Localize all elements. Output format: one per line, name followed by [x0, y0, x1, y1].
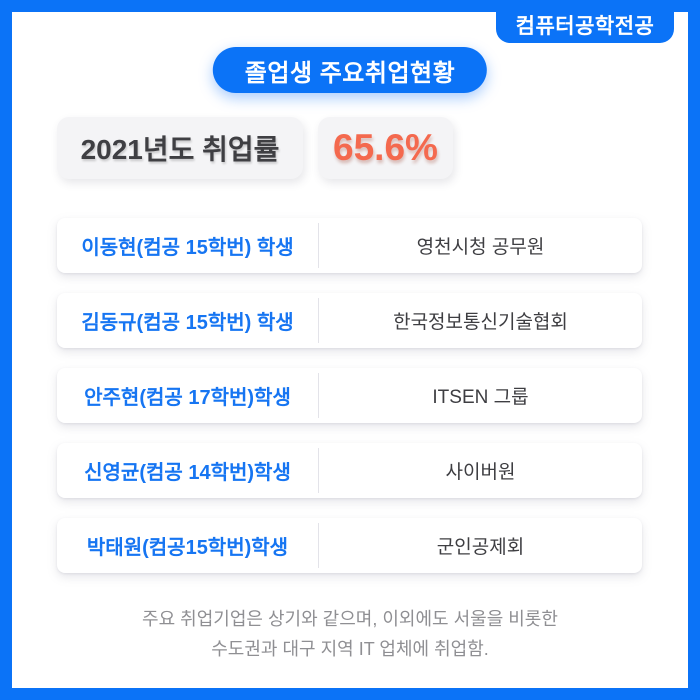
department-badge: 컴퓨터공학전공	[496, 0, 674, 43]
employer-name: 군인공제회	[436, 537, 525, 558]
table-row: 안주현(컴공 17학번)학생 ITSEN 그룹	[57, 368, 642, 423]
row-divider	[318, 448, 319, 493]
table-row: 김동규(컴공 15학번) 학생 한국정보통신기술협회	[57, 293, 642, 348]
row-divider	[318, 223, 319, 268]
row-divider	[318, 298, 319, 343]
row-divider	[318, 373, 319, 418]
employer-name: 사이버원	[445, 462, 516, 483]
row-divider	[318, 523, 319, 568]
page-title-pill: 졸업생 주요취업현황	[212, 47, 488, 93]
employer-name: 한국정보통신기술협회	[393, 312, 568, 333]
student-name: 이동현(컴공 15학번) 학생	[81, 237, 294, 259]
student-name: 박태원(컴공15학번)학생	[86, 537, 289, 559]
footer-note-line2: 수도권과 대구 지역 IT 업체에 취업함.	[211, 639, 489, 659]
employment-rate-value: 65.6%	[333, 127, 438, 168]
department-badge-label: 컴퓨터공학전공	[515, 14, 655, 38]
page-title: 졸업생 주요취업현황	[244, 59, 456, 87]
employment-rate-label: 2021년도 취업률	[80, 134, 280, 165]
employment-rate-value-box: 65.6%	[318, 117, 453, 179]
student-name: 신영균(컴공 14학번)학생	[84, 462, 291, 484]
table-row: 박태원(컴공15학번)학생 군인공제회	[57, 518, 642, 573]
footer-note: 주요 취업기업은 상기와 같으며, 이외에도 서울을 비롯한 수도권과 대구 지…	[12, 604, 688, 664]
employer-name: ITSEN 그룹	[432, 387, 529, 408]
student-name: 김동규(컴공 15학번) 학생	[81, 312, 294, 334]
employer-name: 영천시청 공무원	[416, 237, 545, 258]
employment-stats: 2021년도 취업률 65.6%	[57, 117, 453, 179]
student-name: 안주현(컴공 17학번)학생	[84, 387, 291, 409]
table-row: 이동현(컴공 15학번) 학생 영천시청 공무원	[57, 218, 642, 273]
table-row: 신영균(컴공 14학번)학생 사이버원	[57, 443, 642, 498]
employment-rate-label-box: 2021년도 취업률	[57, 117, 303, 179]
footer-note-line1: 주요 취업기업은 상기와 같으며, 이외에도 서울을 비롯한	[142, 609, 558, 629]
